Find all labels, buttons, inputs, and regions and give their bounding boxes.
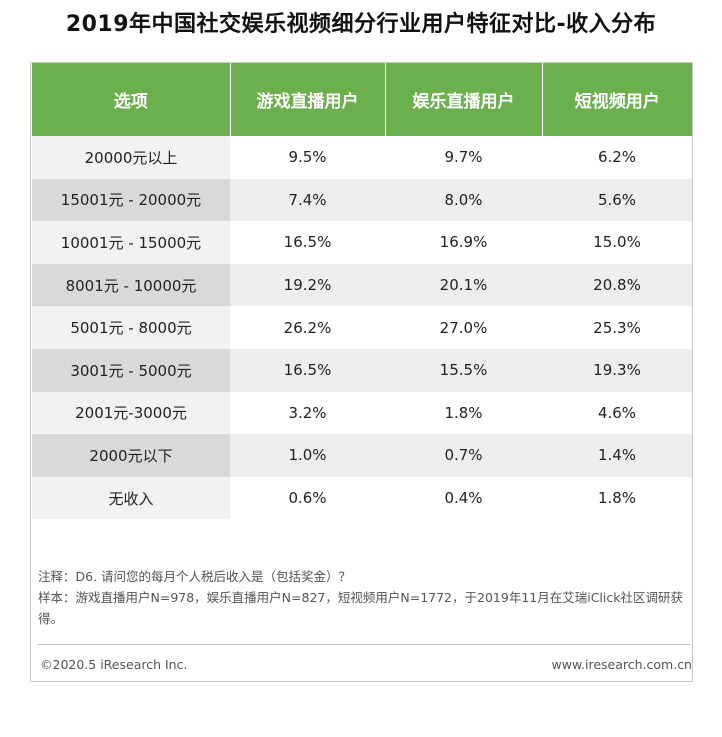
table-row: 20000元以上 9.5% 9.7% 6.2%: [32, 136, 692, 179]
table-cell: 20.1%: [385, 263, 542, 307]
table-cell: 9.5%: [288, 148, 327, 167]
table-cell: 1.8%: [597, 489, 637, 508]
table-row: 3001元 - 5000元 16.5% 15.5% 19.3%: [32, 348, 692, 392]
table-cell: 5.6%: [542, 178, 692, 222]
column-header-short-video: 短视频用户: [542, 63, 692, 136]
row-label: 20000元以上: [32, 136, 230, 179]
notes-block: 注释：D6. 请问您的每月个人税后收入是（包括奖金）？ 样本：游戏直播用户N=9…: [38, 566, 693, 629]
row-label: 2001元-3000元: [32, 391, 230, 435]
table-cell: 15.5%: [385, 348, 542, 392]
row-label: 无收入: [32, 476, 230, 520]
table-cell: 25.3%: [593, 318, 641, 337]
table-row: 5001元 - 8000元 26.2% 27.0% 25.3%: [32, 306, 692, 349]
table-cell: 7.4%: [230, 178, 385, 222]
table-cell: 0.7%: [385, 434, 542, 477]
table-cell: 16.5%: [230, 348, 385, 392]
column-header-game-live: 游戏直播用户: [230, 63, 386, 136]
footer-divider: [38, 644, 690, 645]
table-cell: 9.7%: [444, 148, 483, 167]
table-cell: 6.2%: [597, 148, 637, 167]
note-sample: 样本：游戏直播用户N=978，娱乐直播用户N=827，短视频用户N=1772，于…: [38, 590, 683, 626]
table-cell: 1.4%: [542, 434, 692, 477]
row-label: 2000元以下: [32, 434, 230, 477]
income-table: 选项 游戏直播用户 娱乐直播用户 短视频用户 20000元以上 9.5% 9.7% 6…: [32, 63, 692, 520]
column-header-option: 选项: [32, 63, 231, 136]
table-cell: 1.0%: [230, 434, 385, 477]
column-header-ent-live: 娱乐直播用户: [385, 63, 543, 136]
table-row: 8001元 - 10000元 19.2% 20.1% 20.8%: [32, 263, 692, 307]
table-cell: 26.2%: [283, 318, 332, 337]
table-row: 10001元 - 15000元 16.5% 16.9% 15.0%: [32, 221, 692, 264]
table-header-row: 选项 游戏直播用户 娱乐直播用户 短视频用户: [32, 63, 692, 136]
table-cell: 20.8%: [542, 263, 692, 307]
table-cell: 16.9%: [439, 233, 488, 252]
table-cell: 0.6%: [288, 489, 327, 508]
row-label: 8001元 - 10000元: [32, 263, 230, 307]
table-frame: [30, 62, 693, 682]
note-question: 注释：D6. 请问您的每月个人税后收入是（包括奖金）？: [38, 569, 352, 584]
chart-title: 2019年中国社交娱乐视频细分行业用户特征对比-收入分布: [65, 12, 657, 37]
table-row: 无收入 0.6% 0.4% 1.8%: [32, 476, 692, 520]
table-cell: 0.4%: [444, 489, 483, 508]
table-cell: 16.5%: [283, 233, 332, 252]
table-cell: 19.3%: [542, 348, 692, 392]
table-row: 2000元以下 1.0% 0.7% 1.4%: [32, 434, 692, 477]
table-cell: 19.2%: [230, 263, 385, 307]
table-cell: 8.0%: [385, 178, 542, 222]
row-label: 3001元 - 5000元: [32, 348, 230, 392]
row-label: 5001元 - 8000元: [32, 306, 230, 349]
row-label: 10001元 - 15000元: [32, 221, 230, 264]
table-cell: 15.0%: [593, 233, 641, 252]
table-row: 2001元-3000元 3.2% 1.8% 4.6%: [32, 391, 692, 435]
table-row: 15001元 - 20000元 7.4% 8.0% 5.6%: [32, 178, 692, 222]
table-cell: 4.6%: [597, 403, 637, 422]
row-label: 15001元 - 20000元: [32, 178, 230, 222]
table-cell: 1.8%: [444, 403, 483, 422]
table-cell: 3.2%: [288, 403, 327, 422]
website-text: www.iresearch.com.cn: [551, 657, 693, 672]
copyright-text: ©2020.5 iResearch Inc.: [40, 657, 188, 672]
table-cell: 27.0%: [439, 318, 488, 337]
